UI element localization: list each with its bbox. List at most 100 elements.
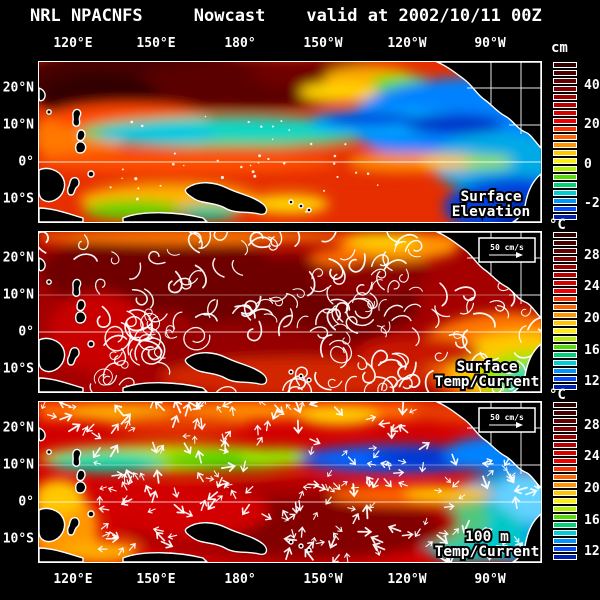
figure-title: NRL NPACNFS Nowcast valid at 2002/10/11 …	[30, 6, 542, 26]
lon-tick-label: 90°W	[474, 36, 506, 51]
colorbar-cell	[553, 304, 577, 310]
vector-scale-box: 50 cm/s	[478, 237, 536, 263]
lon-tick-label: 150°E	[136, 36, 176, 51]
colorbar-100m-temp	[553, 402, 579, 562]
colorbar-cell	[553, 490, 577, 496]
colorbar-cell	[553, 368, 577, 374]
colorbar-elevation	[553, 62, 579, 222]
lon-tick-label: 120°W	[387, 572, 427, 587]
lat-tick-label: 20°N	[2, 250, 34, 266]
colorbar-cell	[553, 280, 577, 286]
colorbar-cell	[553, 522, 577, 528]
panel-label-line2: Temp/Current	[435, 374, 540, 390]
colorbar-cell	[553, 442, 577, 448]
colorbar-cell	[553, 376, 577, 382]
colorbar-tick-label: 20	[584, 480, 600, 496]
colorbar-cell	[553, 110, 577, 116]
surface-elevation-map: Surface Elevation	[39, 62, 541, 222]
colorbar-cell	[553, 328, 577, 334]
colorbar-tick-label: 16	[584, 512, 600, 528]
lat-tick-label: 0°	[18, 154, 34, 170]
colorbar-cell	[553, 78, 577, 84]
lat-tick-label: 10°S	[2, 191, 34, 207]
colorbar-cell	[553, 474, 577, 480]
temp-current-100m-map: 50 cm/s 100 m Temp/Current	[39, 402, 541, 562]
colorbar-tick-label: 20	[584, 310, 600, 326]
colorbar-cell	[553, 352, 577, 358]
map-panel-surface-temp-current: 50 cm/s Surface Temp/Current	[38, 231, 542, 393]
colorbar-cell	[553, 182, 577, 188]
colorbar-cell	[553, 94, 577, 100]
colorbar-surface-temp	[553, 232, 579, 392]
colorbar-tick-label: 24	[584, 449, 600, 465]
colorbar-cell	[553, 102, 577, 108]
lat-tick-label: 0°	[18, 494, 34, 510]
colorbar-tick-label: 12	[584, 544, 600, 560]
colorbar-tick-label: 28	[584, 247, 600, 263]
colorbar-tick-label: 16	[584, 342, 600, 358]
lat-tick-label: 10°S	[2, 531, 34, 547]
vector-scale-label: 50 cm/s	[490, 243, 524, 252]
colorbar-cell	[553, 426, 577, 432]
colorbar-tick-label: 12	[584, 374, 600, 390]
colorbar-cell	[553, 344, 577, 350]
colorbar-cell	[553, 450, 577, 456]
colorbar-cell	[553, 206, 577, 212]
colorbar-tick-label: 20	[584, 117, 600, 133]
lat-tick-label: 0°	[18, 324, 34, 340]
colorbar-cell	[553, 198, 577, 204]
colorbar-cell	[553, 190, 577, 196]
lon-tick-label: 180°	[224, 572, 256, 587]
colorbar-unit-cm: cm	[551, 40, 568, 56]
lat-tick-label: 20°N	[2, 80, 34, 96]
colorbar-cell	[553, 240, 577, 246]
colorbar-tick-label: 28	[584, 417, 600, 433]
lon-tick-label: 90°W	[474, 572, 506, 587]
colorbar-unit-degc: °C	[549, 387, 566, 403]
lat-tick-label: 10°N	[2, 457, 34, 473]
vector-scale-label: 50 cm/s	[490, 413, 524, 422]
colorbar-tick-label: 0	[584, 156, 592, 172]
colorbar-cell	[553, 506, 577, 512]
colorbar-cell	[553, 384, 577, 390]
lat-tick-label: 20°N	[2, 420, 34, 436]
lon-tick-label: 180°	[224, 36, 256, 51]
lat-tick-label: 10°N	[2, 287, 34, 303]
colorbar-cell	[553, 320, 577, 326]
vector-scale-box: 50 cm/s	[478, 407, 536, 433]
colorbar-cell	[553, 410, 577, 416]
lon-tick-label: 150°E	[136, 572, 176, 587]
colorbar-cell	[553, 86, 577, 92]
panel-label-line1: 100 m	[465, 529, 509, 545]
colorbar-tick-label: 24	[584, 279, 600, 295]
colorbar-cell	[553, 514, 577, 520]
lon-tick-label: 150°W	[303, 36, 343, 51]
colorbar-cell	[553, 498, 577, 504]
map-panel-100m-temp-current: 50 cm/s 100 m Temp/Current	[38, 401, 542, 563]
colorbar-cell	[553, 530, 577, 536]
panel-label-line2: Temp/Current	[435, 544, 540, 560]
lat-tick-label: 10°N	[2, 117, 34, 133]
colorbar-cell	[553, 158, 577, 164]
panel-label-line1: Surface	[456, 359, 517, 375]
lon-tick-label: 120°E	[53, 572, 93, 587]
colorbar-cell	[553, 296, 577, 302]
lon-tick-label: 120°W	[387, 36, 427, 51]
colorbar-cell	[553, 126, 577, 132]
colorbar-cell	[553, 546, 577, 552]
colorbar-cell	[553, 434, 577, 440]
colorbar-cell	[553, 288, 577, 294]
colorbar-unit-degc: °C	[549, 217, 566, 233]
colorbar-cell	[553, 336, 577, 342]
lon-tick-label: 150°W	[303, 572, 343, 587]
colorbar-tick-label: 40	[584, 77, 600, 93]
colorbar-cell	[553, 554, 577, 560]
colorbar-cell	[553, 272, 577, 278]
colorbar-cell	[553, 150, 577, 156]
colorbar-cell	[553, 256, 577, 262]
colorbar-cell	[553, 458, 577, 464]
lat-tick-label: 10°S	[2, 361, 34, 377]
panel-label-line1: Surface	[460, 189, 521, 205]
lon-tick-label: 120°E	[53, 36, 93, 51]
